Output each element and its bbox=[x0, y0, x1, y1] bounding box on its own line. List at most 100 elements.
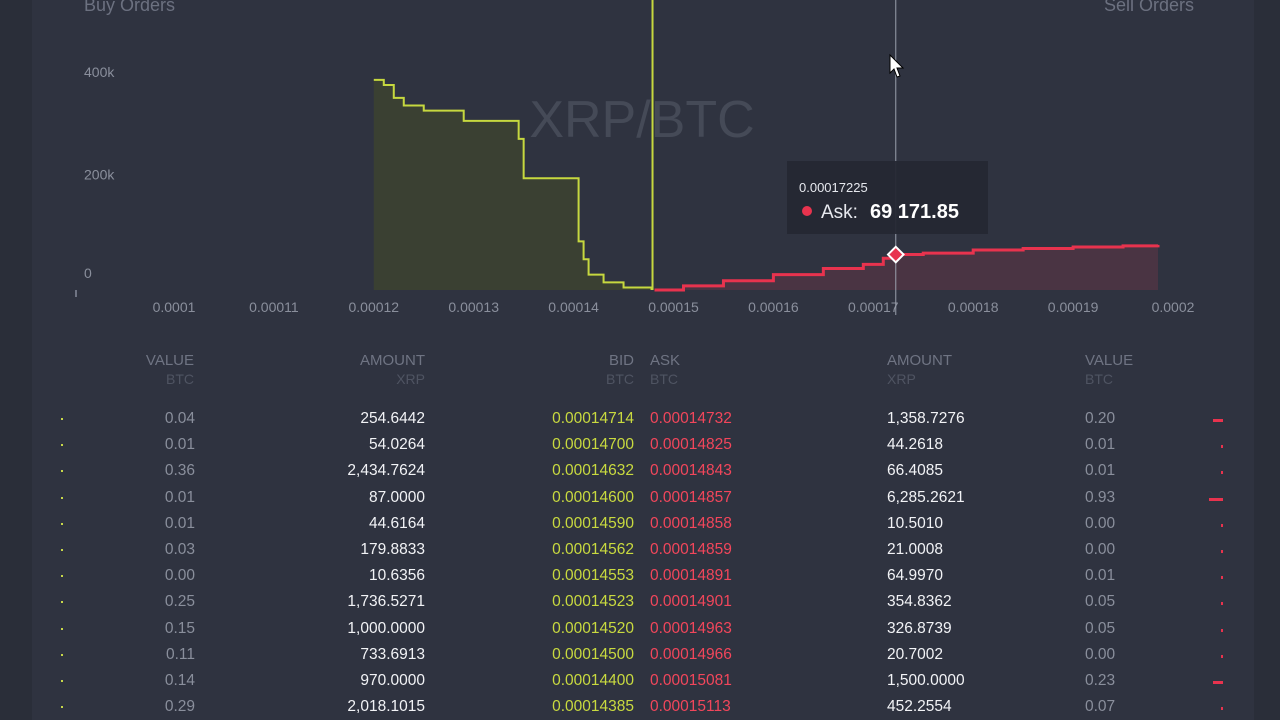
ask-value-cell: 0.00 bbox=[1085, 514, 1116, 532]
table-row[interactable]: 0.25 1,736.5271 0.00014523 0.00014901 354.83… bbox=[0, 589, 1280, 615]
buy-amount-cell: 970.0000 bbox=[360, 671, 425, 689]
y-tick-label: 0 bbox=[84, 265, 92, 281]
x-tick-label: 0.00015 bbox=[648, 299, 699, 315]
x-tick-label: 0.00013 bbox=[448, 299, 499, 315]
buy-value-cell: 0.29 bbox=[164, 698, 195, 716]
bid-depth-line bbox=[373, 78, 653, 290]
buy-depth-bar bbox=[61, 522, 63, 525]
bid-price-cell: 0.00014385 bbox=[552, 698, 634, 716]
bid-price-cell: 0.00014600 bbox=[552, 488, 634, 506]
buy-value-cell: 0.00 bbox=[164, 567, 195, 585]
table-row[interactable]: 0.00 10.6356 0.00014553 0.00014891 64.9970 0.… bbox=[0, 563, 1280, 589]
header-buy-value: VALUE BTC bbox=[145, 352, 194, 387]
order-book-panel bbox=[32, 0, 1254, 720]
buy-depth-bar bbox=[61, 496, 63, 499]
table-row[interactable]: 0.29 2,018.1015 0.00014385 0.00015113 452.25… bbox=[0, 694, 1280, 720]
buy-value-cell: 0.14 bbox=[164, 671, 195, 689]
ask-price-cell: 0.00014858 bbox=[650, 514, 732, 532]
ask-depth-bar bbox=[1221, 471, 1223, 475]
ask-depth-bar bbox=[1209, 497, 1223, 501]
ask-price-cell: 0.00014843 bbox=[650, 462, 732, 480]
ask-price-cell: 0.00014966 bbox=[650, 645, 732, 663]
hover-point-marker bbox=[886, 245, 905, 264]
y-tick-label: 200k bbox=[84, 167, 115, 183]
table-row[interactable]: 0.15 1,000.0000 0.00014520 0.00014963 326.87… bbox=[0, 616, 1280, 642]
ask-depth-bar bbox=[1221, 654, 1223, 658]
buy-value-cell: 0.36 bbox=[164, 462, 195, 480]
bid-price-cell: 0.00014700 bbox=[552, 436, 634, 454]
chart-watermark: XRP/BTC bbox=[529, 91, 754, 149]
x-tick-label: 0.0001 bbox=[153, 299, 196, 315]
ask-price-cell: 0.00015113 bbox=[650, 698, 731, 716]
table-row[interactable]: 0.01 87.0000 0.00014600 0.00014857 6,285.262… bbox=[0, 485, 1280, 511]
bid-price-cell: 0.00014590 bbox=[552, 514, 634, 532]
buy-value-cell: 0.04 bbox=[164, 410, 195, 427]
ask-amount-cell: 21.0008 bbox=[887, 540, 944, 558]
buy-amount-cell: 54.0264 bbox=[368, 436, 425, 454]
buy-value-cell: 0.25 bbox=[164, 593, 195, 611]
header-ask: ASK BTC bbox=[650, 352, 681, 387]
buy-depth-bar bbox=[61, 470, 63, 473]
chart-tooltip: 0.00017225 Ask: 69 171.85 bbox=[787, 161, 988, 234]
ask-value-cell: 0.05 bbox=[1085, 593, 1116, 611]
buy-amount-cell: 179.8833 bbox=[360, 540, 425, 558]
ask-value-cell: 0.01 bbox=[1085, 567, 1116, 585]
tooltip-ask-value: 69 171.85 bbox=[870, 201, 959, 223]
buy-orders-label: Buy Orders bbox=[84, 0, 176, 15]
ask-amount-cell: 64.9970 bbox=[887, 567, 944, 585]
ask-depth-bar bbox=[1221, 628, 1223, 632]
table-row[interactable]: 0.11 733.6913 0.00014500 0.00014966 20.7002 0… bbox=[0, 642, 1280, 668]
x-tick-label: 0.0002 bbox=[1152, 299, 1195, 315]
ask-price-cell: 0.00014825 bbox=[650, 436, 732, 454]
buy-amount-cell: 1,736.5271 bbox=[347, 593, 425, 611]
ask-value-cell: 0.00 bbox=[1085, 645, 1116, 663]
ask-depth-bar bbox=[1213, 419, 1223, 422]
buy-depth-bar bbox=[61, 444, 63, 447]
buy-depth-bar bbox=[61, 679, 63, 682]
table-row[interactable]: 0.36 2,434.7624 0.00014632 0.00014843 66.408… bbox=[0, 458, 1280, 484]
ask-depth-bar bbox=[1221, 445, 1223, 449]
buy-value-cell: 0.01 bbox=[164, 514, 195, 532]
bid-price-cell: 0.00014523 bbox=[552, 593, 634, 611]
ask-value-cell: 0.05 bbox=[1085, 619, 1116, 637]
buy-amount-cell: 87.0000 bbox=[368, 488, 425, 506]
ask-price-cell: 0.00014891 bbox=[650, 567, 732, 585]
ask-value-cell: 0.23 bbox=[1085, 671, 1116, 689]
buy-value-cell: 0.11 bbox=[165, 645, 195, 663]
buy-amount-cell: 733.6913 bbox=[360, 645, 425, 663]
buy-amount-cell: 254.6442 bbox=[360, 410, 425, 427]
table-row[interactable]: 0.04 254.6442 0.00014714 0.00014732 1,358.72… bbox=[0, 406, 1280, 432]
y-tick-label: 400k bbox=[84, 64, 115, 80]
tooltip-ask-dot bbox=[802, 206, 812, 216]
table-row[interactable]: 0.01 44.6164 0.00014590 0.00014858 10.5010 0.… bbox=[0, 511, 1280, 537]
x-tick-label: 0.00011 bbox=[249, 299, 299, 315]
ask-depth-bar bbox=[1221, 707, 1223, 711]
ask-amount-cell: 44.2618 bbox=[887, 436, 944, 454]
ask-depth-area bbox=[654, 244, 1159, 290]
ask-value-cell: 0.07 bbox=[1085, 698, 1116, 716]
header-sell-value: VALUE BTC bbox=[1085, 352, 1134, 387]
buy-depth-bar bbox=[61, 548, 63, 551]
x-tick-label: 0.00018 bbox=[948, 299, 999, 315]
header-buy-amount: AMOUNT XRP bbox=[360, 352, 425, 387]
bid-depth-area bbox=[373, 79, 652, 290]
table-row[interactable]: 0.03 179.8833 0.00014562 0.00014859 21.0008 0… bbox=[0, 537, 1280, 563]
bid-price-cell: 0.00014500 bbox=[552, 645, 634, 663]
buy-value-cell: 0.03 bbox=[164, 540, 195, 558]
bid-price-cell: 0.00014520 bbox=[552, 619, 634, 637]
buy-depth-bar bbox=[61, 653, 63, 656]
buy-depth-bar bbox=[61, 418, 63, 420]
ask-amount-cell: 6,285.2621 bbox=[887, 488, 965, 506]
bid-price-cell: 0.00014562 bbox=[552, 540, 634, 558]
ask-depth-bar bbox=[1221, 523, 1223, 527]
buy-depth-bar bbox=[61, 575, 63, 578]
table-row[interactable]: 0.01 54.0264 0.00014700 0.00014825 44.2618 0.… bbox=[0, 432, 1280, 458]
ask-amount-cell: 1,500.0000 bbox=[887, 671, 965, 689]
header-sell-amount: AMOUNT XRP bbox=[887, 352, 952, 387]
buy-value-cell: 0.01 bbox=[164, 436, 195, 454]
ask-price-cell: 0.00014732 bbox=[650, 410, 732, 427]
buy-depth-bar bbox=[61, 706, 63, 709]
table-row[interactable]: 0.14 970.0000 0.00014400 0.00015081 1,500.00… bbox=[0, 668, 1280, 694]
ask-amount-cell: 20.7002 bbox=[887, 645, 944, 663]
depth-chart[interactable]: XRP/BTC 400k 200k 0 0.0001 0.00011 0.00012 0.… bbox=[0, 0, 1280, 330]
